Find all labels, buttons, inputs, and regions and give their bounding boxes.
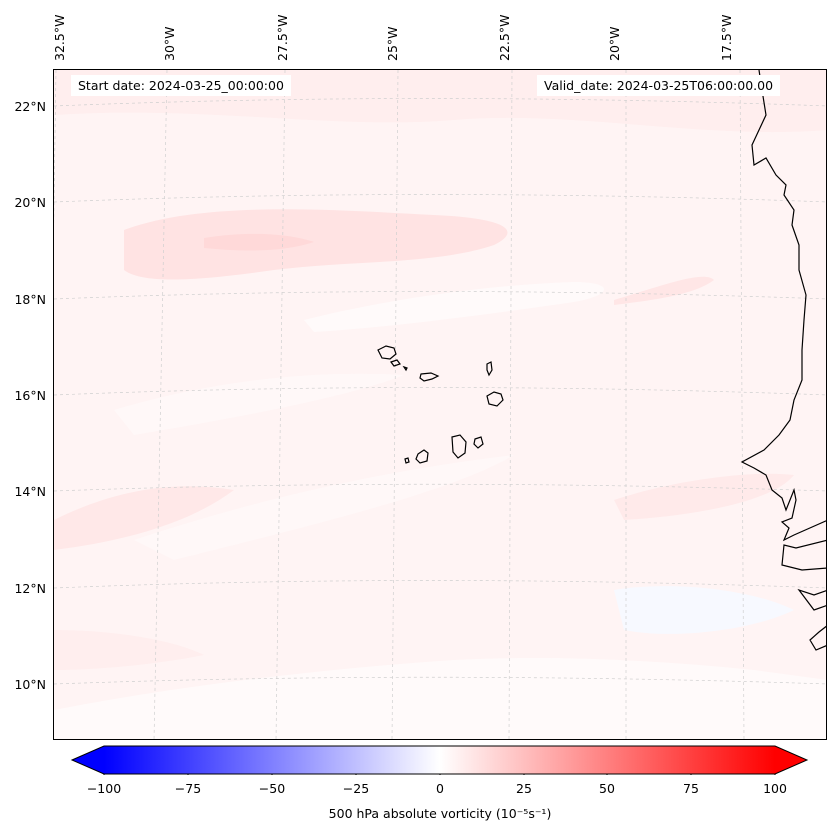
cbar-tick-minus-25: −25 xyxy=(342,781,370,796)
lat-label-20n: 20°N xyxy=(14,195,46,210)
lat-label-22n: 22°N xyxy=(14,99,46,114)
lon-label-25w: 25°W xyxy=(385,26,400,61)
colorbar-extend-low xyxy=(72,746,104,774)
cbar-tick-50: 50 xyxy=(599,781,615,796)
lat-label-16n: 16°N xyxy=(14,388,46,403)
colorbar-title: 500 hPa absolute vorticity (10⁻⁵s⁻¹) xyxy=(328,806,552,821)
map-panel xyxy=(53,69,827,740)
lon-label-32-5w: 32.5°W xyxy=(52,14,67,61)
cbar-tick-100: 100 xyxy=(763,781,787,796)
cbar-tick-0: 0 xyxy=(436,781,444,796)
cape-verde-islands xyxy=(377,345,504,464)
west-africa-coastline xyxy=(740,70,826,651)
lat-label-18n: 18°N xyxy=(14,292,46,307)
cbar-tick-minus-75: −75 xyxy=(174,781,202,796)
start-date-label: Start date: 2024-03-25_00:00:00 xyxy=(71,75,291,96)
cbar-tick-minus-100: −100 xyxy=(86,781,122,796)
colorbar-ticks xyxy=(103,774,776,775)
colorbar-extend-high xyxy=(775,746,807,774)
valid-date-label: Valid_date: 2024-03-25T06:00:00.00 xyxy=(537,75,781,96)
cbar-tick-25: 25 xyxy=(516,781,532,796)
vorticity-field xyxy=(54,70,826,739)
lon-label-27-5w: 27.5°W xyxy=(275,14,290,61)
lat-label-14n: 14°N xyxy=(14,484,46,499)
cbar-tick-minus-50: −50 xyxy=(258,781,286,796)
colorbar xyxy=(70,745,809,775)
lat-label-12n: 12°N xyxy=(14,581,46,596)
lon-label-30w: 30°W xyxy=(162,26,177,61)
lon-label-17-5w: 17.5°W xyxy=(719,14,734,61)
cbar-tick-75: 75 xyxy=(683,781,699,796)
lon-label-20w: 20°W xyxy=(607,26,622,61)
lon-label-22-5w: 22.5°W xyxy=(497,14,512,61)
colorbar-body xyxy=(104,746,775,774)
lat-label-10n: 10°N xyxy=(14,677,46,692)
graticule xyxy=(54,70,826,739)
